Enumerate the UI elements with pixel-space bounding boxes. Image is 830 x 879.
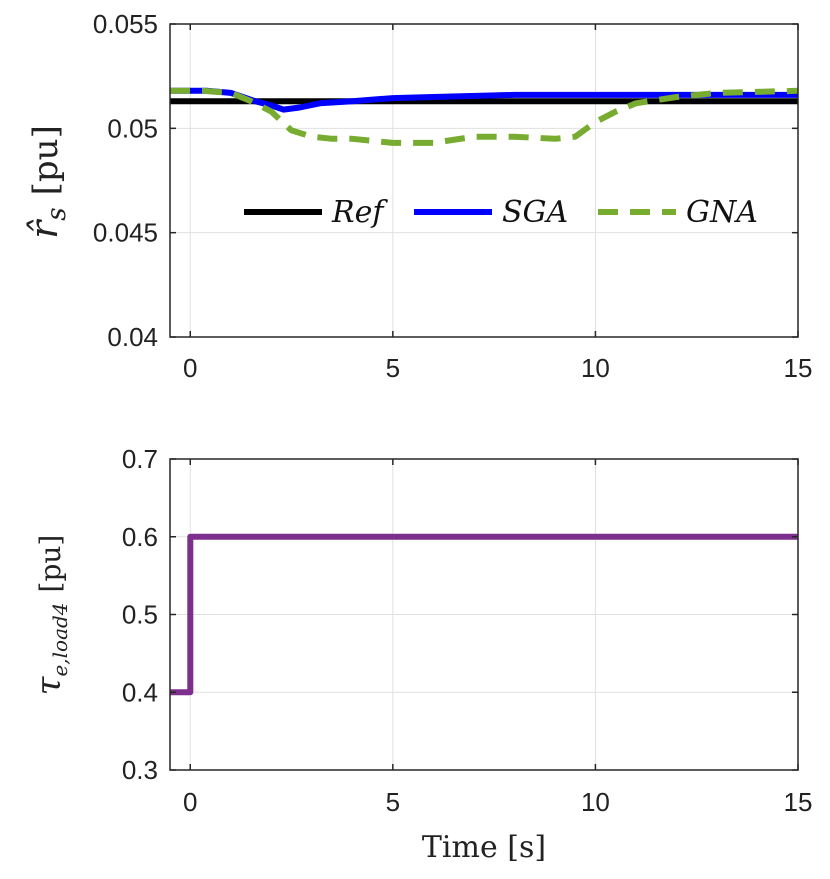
legend: Ref SGA GNA	[244, 195, 758, 230]
svg-text:τe,load4[pu]: τe,load4 [pu]	[29, 535, 72, 696]
plot-tau-xtick-label: 5	[386, 787, 400, 817]
plot-rs-ytick-label: 0.045	[93, 218, 158, 248]
plot-tau: 0 5 10 15 0.3 0.4 0.5 0.6 0.7 τe,load4 [pu] Time …	[29, 444, 812, 865]
plot-rs-xtick-label: 0	[183, 353, 197, 383]
plot-tau-ytick-label: 0.4	[122, 677, 158, 707]
plot-rs-ylabel-symbol: r̂	[22, 218, 66, 239]
plot-rs-ytick-label: 0.04	[107, 322, 158, 352]
plot-tau-xtick-label: 10	[581, 787, 610, 817]
plot-rs-axes-box	[169, 23, 799, 338]
plot-rs-ylabel: r̂s [pu]	[22, 125, 72, 239]
plot-rs-ticks: 0 5 10 15 0.04 0.045 0.05 0.055	[93, 9, 813, 383]
plot-rs-xtick-label: 10	[581, 353, 610, 383]
plot-rs-ytick-label: 0.055	[93, 9, 158, 39]
plot-rs-ytick-label: 0.05	[107, 113, 158, 143]
plot-tau-ylabel: τe,load4 [pu]	[29, 535, 72, 696]
plot-tau-ytick-label: 0.5	[122, 600, 158, 630]
plot-tau-ytick-label: 0.6	[122, 522, 158, 552]
legend-label-ref: Ref	[331, 195, 388, 230]
plot-tau-series	[170, 533, 798, 696]
plot-rs-xtick-label: 15	[784, 353, 813, 383]
legend-label-sga: SGA	[502, 195, 568, 230]
plot-tau-series-line0	[170, 533, 798, 696]
plot-tau-ytick-label: 0.3	[122, 755, 158, 785]
plot-rs: 0 5 10 15 0.04 0.045 0.05 0.055 r̂s [pu] Ref SGA…	[22, 9, 812, 383]
plot-rs-ylabel-unit: [pu]	[26, 125, 66, 195]
plot-tau-ticks: 0 5 10 15 0.3 0.4 0.5 0.6 0.7	[122, 444, 813, 817]
plot-rs-series-gna	[170, 87, 799, 146]
plot-tau-ytick-label: 0.7	[122, 444, 158, 474]
plot-tau-ylabel-symbol: τ	[29, 675, 69, 695]
plot-rs-background	[170, 24, 798, 337]
plot-tau-xtick-label: 15	[784, 787, 813, 817]
plot-tau-xlabel: Time [s]	[422, 830, 546, 865]
plot-tau-ylabel-unit: [pu]	[34, 535, 67, 593]
plot-rs-ylabel-subscript: s	[42, 207, 72, 220]
svg-text:r̂s[pu]: r̂s [pu]	[22, 125, 72, 239]
legend-label-gna: GNA	[686, 195, 758, 230]
plot-tau-xtick-label: 0	[183, 787, 197, 817]
plot-rs-series	[170, 87, 799, 146]
plot-tau-ylabel-subscript: e,load4	[48, 602, 72, 676]
plot-rs-xtick-label: 5	[386, 353, 400, 383]
